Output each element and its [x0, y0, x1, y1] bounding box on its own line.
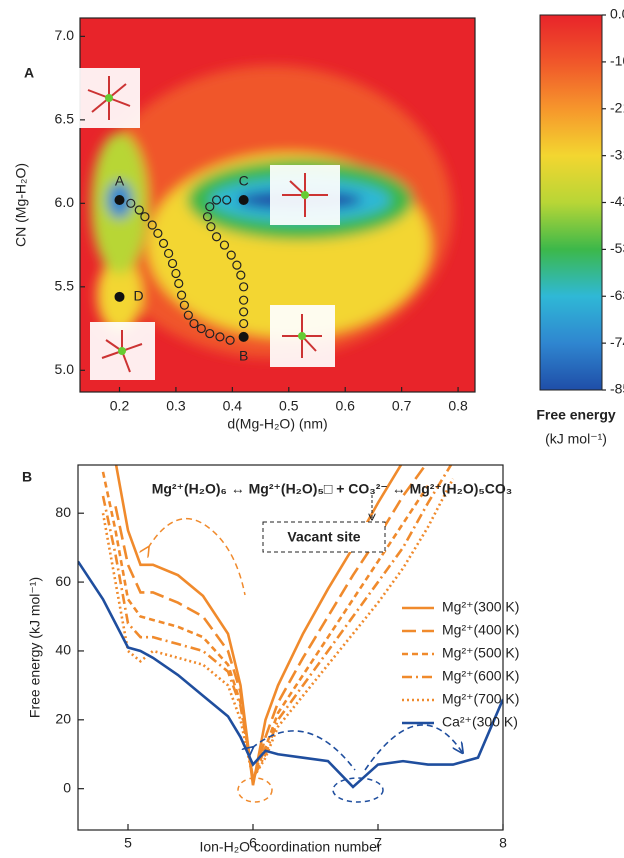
x-tick-label: 0.2 [110, 398, 130, 414]
colorbar-tick-label: -63.75 [610, 287, 624, 303]
legend-label: Mg²⁺(400 K) [442, 622, 519, 638]
state-label: A [115, 173, 125, 189]
equation: Mg²⁺(H₂O)₆ ↔ Mg²⁺(H₂O)₅□ + CO₃²⁻ ↔ Mg²⁺(… [152, 481, 513, 497]
decor-arrow [148, 519, 245, 595]
molecule [270, 165, 340, 225]
colorbar-tick-label: -21.25 [610, 99, 624, 115]
x-tick-label: 8 [499, 835, 507, 851]
x-tick-label: 0.3 [166, 398, 186, 414]
x-axis-label: Ion-H₂O coordination number [199, 839, 381, 855]
state-label: D [134, 288, 144, 304]
state-point [115, 195, 125, 205]
y-tick-label: 6.0 [55, 194, 75, 210]
x-tick-label: 0.7 [392, 398, 412, 414]
panel-label: B [22, 469, 32, 485]
state-label: C [239, 173, 249, 189]
state-point [239, 195, 249, 205]
series-line [103, 462, 453, 779]
colorbar-tick-label: -10.63 [610, 53, 624, 69]
y-tick-label: 80 [55, 504, 71, 520]
y-axis-label: CN (Mg-H₂O) [13, 163, 29, 247]
x-tick-label: 0.5 [279, 398, 299, 414]
y-tick-label: 60 [55, 573, 71, 589]
y-tick-label: 5.0 [55, 361, 75, 377]
y-tick-label: 5.5 [55, 278, 75, 294]
plot-frame [78, 465, 503, 830]
legend-label: Mg²⁺(600 K) [442, 668, 519, 684]
colorbar-tick-label: -31.88 [610, 146, 624, 162]
series-line [78, 561, 503, 787]
legend-label: Mg²⁺(700 K) [442, 691, 519, 707]
lines [78, 462, 503, 787]
x-tick-label: 0.4 [223, 398, 243, 414]
state-point [239, 332, 249, 342]
molecule [90, 322, 155, 380]
panel-label: A [24, 65, 34, 81]
panel-b: Vacant site [78, 462, 503, 830]
series-line [103, 472, 428, 778]
y-tick-label: 0 [63, 779, 71, 795]
series-line [116, 462, 404, 786]
y-tick-label: 40 [55, 642, 71, 658]
x-axis-label: d(Mg-H₂O) (nm) [227, 416, 327, 432]
legend-label: Mg²⁺(300 K) [442, 599, 519, 615]
state-label: B [239, 348, 248, 364]
figure: Vacant site 0.2 0.3 0.4 0.5 0.6 0.7 0.8 5.0 5.5 6… [0, 0, 624, 858]
colorbar-tick-label: 0.000 [610, 6, 624, 22]
colorbar-tick-label: -42.50 [610, 193, 624, 209]
y-tick-label: 7.0 [55, 27, 75, 43]
colorbar-tick-label: -85.00 [610, 381, 624, 397]
molecule [270, 305, 335, 367]
colorbar-title: Free energy [536, 407, 616, 423]
y-axis-label: Free energy (kJ mol⁻¹) [27, 577, 43, 718]
molecule [78, 68, 140, 128]
y-tick-label: 6.5 [55, 111, 75, 127]
colorbar-tick-label: -74.38 [610, 334, 624, 350]
state-point [115, 292, 125, 302]
x-tick-label: 5 [124, 835, 132, 851]
colorbar [540, 15, 602, 390]
x-tick-label: 0.8 [448, 398, 468, 414]
colorbar-tick-label: -53.13 [610, 240, 624, 256]
x-tick-label: 0.6 [335, 398, 355, 414]
y-tick-label: 20 [55, 711, 71, 727]
legend-label: Ca²⁺(300 K) [442, 714, 518, 730]
legend-label: Mg²⁺(500 K) [442, 645, 519, 661]
annotation: Vacant site [287, 529, 360, 545]
colorbar-unit: (kJ mol⁻¹) [545, 431, 607, 447]
